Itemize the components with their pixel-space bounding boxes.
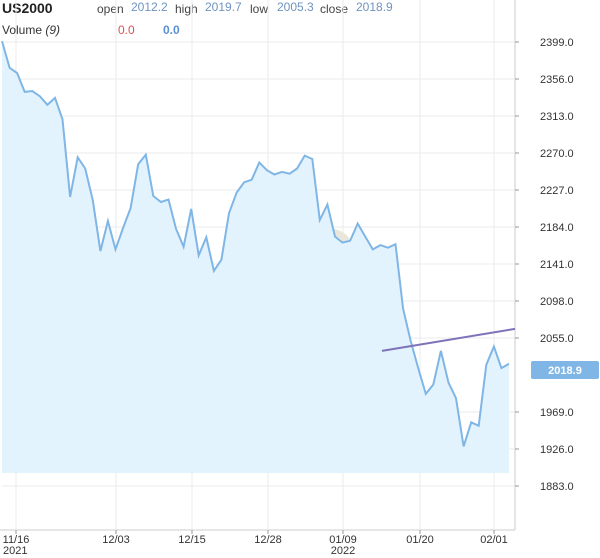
y-axis: 2399.0 2356.0 2313.0 2270.0 2227.0 2184.0 2141… xyxy=(515,37,574,493)
last-price-marker: 2018.9 xyxy=(531,361,599,379)
volume-value-1: 0.0 xyxy=(118,23,135,37)
trendline[interactable] xyxy=(381,327,516,352)
y-tick-label: 2184.0 xyxy=(540,222,574,234)
x-tick-label: 01/20 xyxy=(406,534,434,546)
volume-text: Volume xyxy=(2,23,43,37)
high-value: 2019.7 xyxy=(205,0,242,14)
year-label: 2022 xyxy=(331,545,355,557)
x-axis: 11/16 12/03 12/15 12/28 01/09 01/20 02/01 2021 2… xyxy=(3,530,508,557)
x-tick-label: 11/16 xyxy=(3,534,30,546)
year-label: 2021 xyxy=(3,545,27,557)
y-tick-label: 2141.0 xyxy=(540,259,574,271)
y-tick-label: 1883.0 xyxy=(540,481,574,493)
last-price-badge xyxy=(531,361,599,379)
volume-label: Volume (9) xyxy=(2,23,60,37)
open-label: open xyxy=(97,2,124,16)
y-tick-label: 2098.0 xyxy=(540,296,574,308)
close-value: 2018.9 xyxy=(356,0,393,14)
x-tick-label: 02/01 xyxy=(480,534,508,546)
price-area xyxy=(2,41,509,473)
symbol-label: US2000 xyxy=(2,0,53,16)
y-tick-label: 2356.0 xyxy=(540,74,574,86)
y-tick-label: 2055.0 xyxy=(540,333,574,345)
y-tick-label: 1969.0 xyxy=(540,407,574,419)
y-tick-label: 2313.0 xyxy=(540,111,574,123)
last-price-label: 2018.9 xyxy=(548,365,582,377)
y-tick-label: 2399.0 xyxy=(540,37,574,49)
price-line xyxy=(1,40,510,447)
x-tick-label: 12/15 xyxy=(178,534,206,546)
low-value: 2005.3 xyxy=(277,0,314,14)
volume-period: (9) xyxy=(45,23,61,37)
x-tick-label: 12/28 xyxy=(254,534,282,546)
x-tick-label: 12/03 xyxy=(102,534,130,546)
y-tick-label: 2227.0 xyxy=(540,185,574,197)
volume-value-2: 0.0 xyxy=(163,23,180,37)
y-tick-label: 1926.0 xyxy=(540,444,574,456)
x-tick-label: 01/09 xyxy=(329,534,357,546)
y-tick-label: 2270.0 xyxy=(540,148,574,160)
low-label: low xyxy=(250,2,269,16)
close-label: close xyxy=(320,2,349,16)
open-value: 2012.2 xyxy=(131,0,168,14)
